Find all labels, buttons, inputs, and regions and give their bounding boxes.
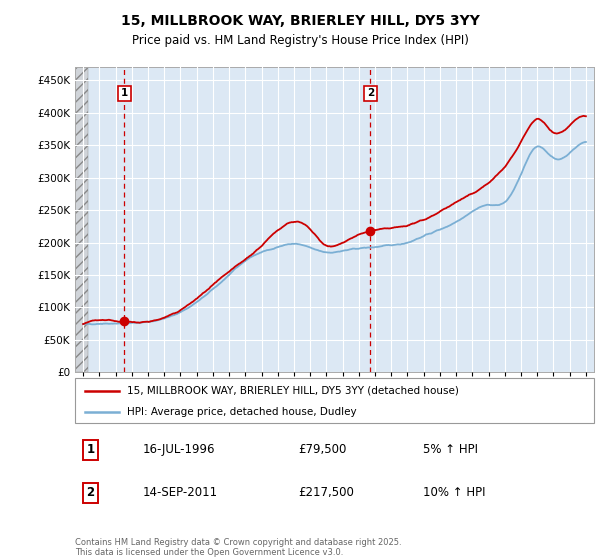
- Text: HPI: Average price, detached house, Dudley: HPI: Average price, detached house, Dudl…: [127, 407, 356, 417]
- Text: Price paid vs. HM Land Registry's House Price Index (HPI): Price paid vs. HM Land Registry's House …: [131, 34, 469, 46]
- Text: £217,500: £217,500: [298, 487, 354, 500]
- Bar: [75, 67, 88, 372]
- Text: Contains HM Land Registry data © Crown copyright and database right 2025.
This d: Contains HM Land Registry data © Crown c…: [75, 538, 401, 557]
- Text: 1: 1: [121, 88, 128, 98]
- Text: 14-SEP-2011: 14-SEP-2011: [142, 487, 218, 500]
- Text: 2: 2: [367, 88, 374, 98]
- Text: 15, MILLBROOK WAY, BRIERLEY HILL, DY5 3YY (detached house): 15, MILLBROOK WAY, BRIERLEY HILL, DY5 3Y…: [127, 385, 459, 395]
- Text: 15, MILLBROOK WAY, BRIERLEY HILL, DY5 3YY: 15, MILLBROOK WAY, BRIERLEY HILL, DY5 3Y…: [121, 14, 479, 28]
- Text: 10% ↑ HPI: 10% ↑ HPI: [423, 487, 485, 500]
- Text: 16-JUL-1996: 16-JUL-1996: [142, 444, 215, 456]
- Text: £79,500: £79,500: [298, 444, 347, 456]
- Text: 1: 1: [86, 444, 95, 456]
- Text: 5% ↑ HPI: 5% ↑ HPI: [423, 444, 478, 456]
- Bar: [75, 67, 88, 372]
- FancyBboxPatch shape: [75, 378, 594, 423]
- Text: 2: 2: [86, 487, 95, 500]
